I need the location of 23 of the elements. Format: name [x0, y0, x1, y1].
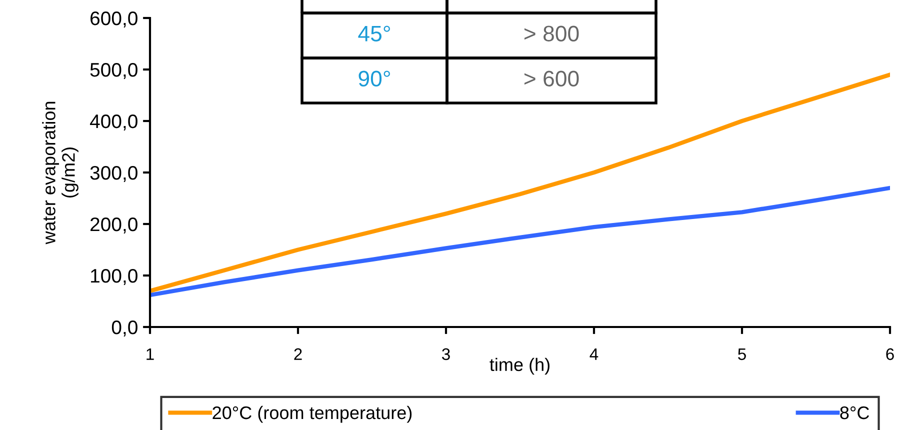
y-axis-title: water evaporation (g/m2) [42, 102, 78, 244]
x-axis-title: time (h) [490, 358, 550, 375]
annotation: 90° [358, 70, 390, 86]
x-tick-label: 1 [146, 348, 154, 360]
y-tick-label: 600,0 [90, 11, 138, 28]
line-series [150, 72, 890, 294]
x-tick-label: 2 [294, 348, 302, 360]
legend-label: 8°C [840, 406, 870, 420]
x-tick-label: 5 [738, 348, 746, 360]
x-tick-label: 6 [886, 348, 894, 360]
x-tick-label: 3 [442, 348, 450, 360]
annotation: > 800 [524, 26, 579, 42]
y-tick-label: 500,0 [90, 62, 138, 80]
legend-label: 20°C (room temperature) [212, 406, 412, 423]
line-series [150, 186, 890, 298]
y-tick-label: 400,0 [90, 114, 138, 131]
y-tick-label: 300,0 [90, 166, 138, 182]
annotation: > 600 [524, 70, 579, 86]
y-tick-label: 0,0 [112, 320, 138, 337]
annotation: 45° [358, 26, 390, 42]
x-tick-label: 4 [590, 348, 598, 360]
y-tick-label: 100,0 [91, 268, 138, 286]
y-tick-label: 200,0 [90, 217, 138, 234]
